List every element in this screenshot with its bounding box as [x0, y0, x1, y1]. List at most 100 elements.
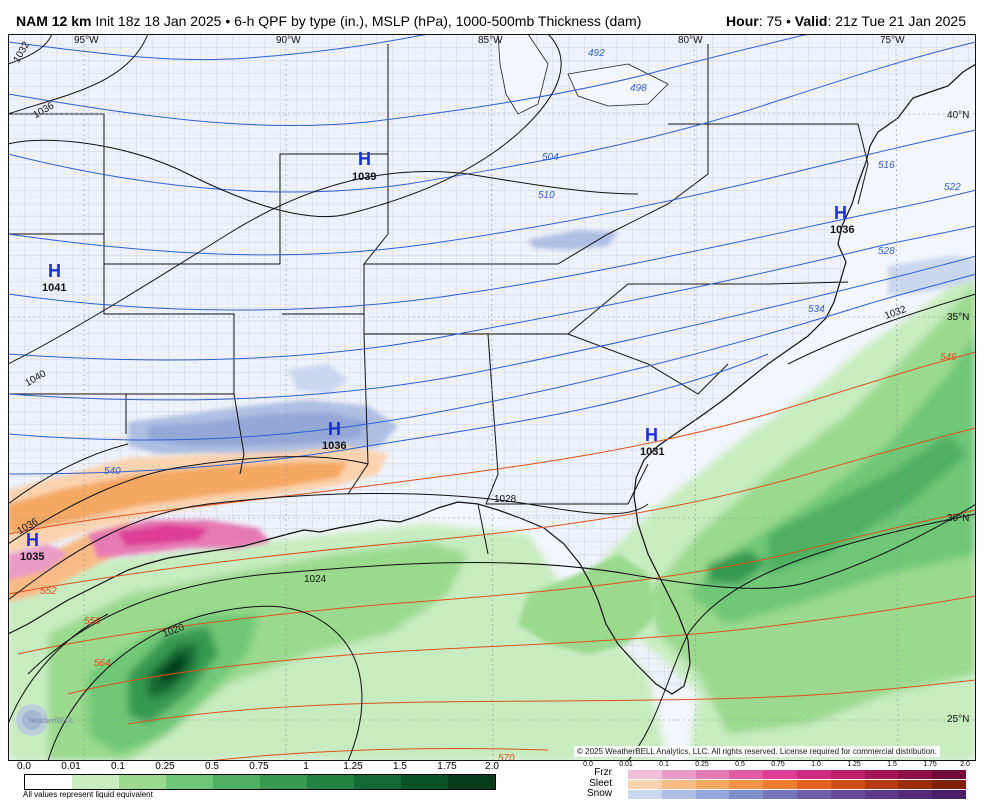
ptype-swatch [932, 770, 966, 779]
thickness-label: 510 [538, 190, 555, 201]
high-symbol: H [645, 425, 658, 445]
ptype-bar-sleet [628, 780, 966, 789]
hour-value: 75 [766, 13, 783, 29]
ptype-tick: 0.25 [695, 761, 709, 768]
lat-label-25n: 25°N [947, 714, 969, 725]
product-description: 6-h QPF by type (in.), MSLP (hPa), 1000-… [234, 13, 642, 29]
ptype-tick: 0.0 [583, 761, 593, 768]
thickness-label: 504 [542, 152, 559, 163]
ptype-swatch [729, 790, 764, 799]
high-symbol: H [26, 530, 39, 550]
ptype-label-snow: Snow [586, 788, 612, 799]
thickness-label: 540 [104, 466, 121, 477]
weather-map: 95°W 90°W 85°W 80°W 75°W 40°N 35°N 30°N … [8, 34, 976, 761]
ptype-swatch [729, 780, 764, 789]
high-value: 1031 [640, 446, 664, 458]
thickness-label: 558 [84, 616, 101, 627]
ptype-swatch [898, 790, 933, 799]
longitude-labels: 95°W 90°W 85°W 80°W 75°W [74, 35, 905, 46]
qpf-tick: 1.75 [437, 761, 457, 772]
high-value: 1041 [42, 282, 66, 294]
valid-value: 21z Tue 21 Jan 2025 [835, 13, 966, 29]
qpf-swatch [307, 775, 354, 789]
liquid-equivalent-note: All values represent liquid equivalent [23, 790, 153, 799]
high-value: 1035 [20, 551, 44, 563]
high-center: H 1035 [20, 530, 44, 563]
ptype-tick: 0.01 [619, 761, 633, 768]
qpf-swatch [119, 775, 166, 789]
ptype-tick: 1.25 [847, 761, 861, 768]
ptype-swatch [864, 790, 899, 799]
qpf-swatch [213, 775, 260, 789]
high-symbol: H [834, 203, 847, 223]
map-frame [8, 34, 976, 761]
thickness-label: 498 [630, 83, 647, 94]
qpf-tick: 0.5 [205, 761, 219, 772]
qpf-swatch [401, 775, 448, 789]
ptype-tick: 2.0 [960, 761, 970, 768]
lat-label-40n: 40°N [947, 110, 969, 121]
thickness-label: 516 [878, 160, 895, 171]
lon-label-75w: 75°W [880, 35, 905, 46]
precip-freezing-rain [8, 520, 270, 580]
ptype-legend: 0.0 0.01 0.1 0.25 0.5 0.75 1.0 1.25 1.5 … [560, 761, 980, 808]
precip-rain-florida [518, 554, 658, 654]
qpf-tick: 0.01 [61, 761, 81, 772]
thickness-label: 522 [944, 182, 961, 193]
weatherbell-logo: WeatherBELL [14, 700, 94, 740]
lat-label-30n: 30°N [947, 513, 969, 524]
qpf-tick: 1.5 [393, 761, 407, 772]
ptype-swatch [830, 780, 865, 789]
ptype-tick: 0.1 [659, 761, 669, 768]
ptype-swatch [796, 790, 831, 799]
precip-snow [128, 230, 976, 458]
ptype-swatch [763, 790, 797, 799]
high-center: H 1031 [640, 425, 664, 458]
qpf-swatch [448, 775, 495, 789]
lon-label-85w: 85°W [478, 35, 503, 46]
ptype-swatch [628, 790, 662, 799]
latitude-labels: 40°N 35°N 30°N 25°N [947, 110, 969, 725]
thickness-label: 552 [40, 586, 57, 597]
thickness-label: 528 [878, 246, 895, 257]
lon-label-90w: 90°W [276, 35, 301, 46]
thickness-contours-warm [8, 351, 976, 761]
qpf-legend: 0.0 0.01 0.1 0.25 0.5 0.75 1 1.25 1.5 1.… [14, 761, 499, 808]
ptype-swatch [830, 790, 865, 799]
thickness-label: 570 [498, 753, 515, 761]
thickness-labels: 492 498 504 510 516 522 528 534 540 546 … [40, 48, 961, 761]
ptype-tick: 1.5 [887, 761, 897, 768]
ptype-swatch [898, 780, 933, 789]
title-left: NAM 12 km Init 18z 18 Jan 2025 • 6-h QPF… [16, 13, 642, 29]
qpf-swatch [260, 775, 307, 789]
ptype-swatch [729, 770, 764, 779]
init-time: Init 18z 18 Jan 2025 [95, 13, 222, 29]
logo-text: WeatherBELL [28, 716, 75, 725]
ptype-swatch [763, 770, 797, 779]
ptype-label-sleet: Sleet [589, 778, 612, 789]
ptype-swatch [661, 770, 696, 779]
ptype-swatch [864, 770, 899, 779]
thickness-label: 492 [588, 48, 605, 59]
ptype-swatch [661, 780, 696, 789]
model-name: NAM 12 km [16, 13, 92, 29]
isobar-label: 1028 [494, 494, 517, 505]
qpf-swatch [354, 775, 401, 789]
ptype-bar-frzr [628, 770, 966, 779]
qpf-swatch [166, 775, 213, 789]
high-symbol: H [328, 419, 341, 439]
ptype-swatch [695, 790, 730, 799]
isobars [8, 34, 976, 761]
high-center: H 1036 [830, 203, 854, 236]
high-value: 1036 [322, 440, 346, 452]
ptype-swatch [932, 790, 966, 799]
ptype-swatch [628, 770, 662, 779]
ptype-swatch [695, 770, 730, 779]
ptype-tick: 0.5 [735, 761, 745, 768]
ptype-label-frzr: Frzr [594, 767, 612, 778]
lake-michigan [497, 34, 549, 115]
high-center: H 1039 [352, 149, 376, 183]
ptype-swatch [763, 780, 797, 789]
ptype-swatch [864, 780, 899, 789]
hour-label: Hour [726, 13, 759, 29]
